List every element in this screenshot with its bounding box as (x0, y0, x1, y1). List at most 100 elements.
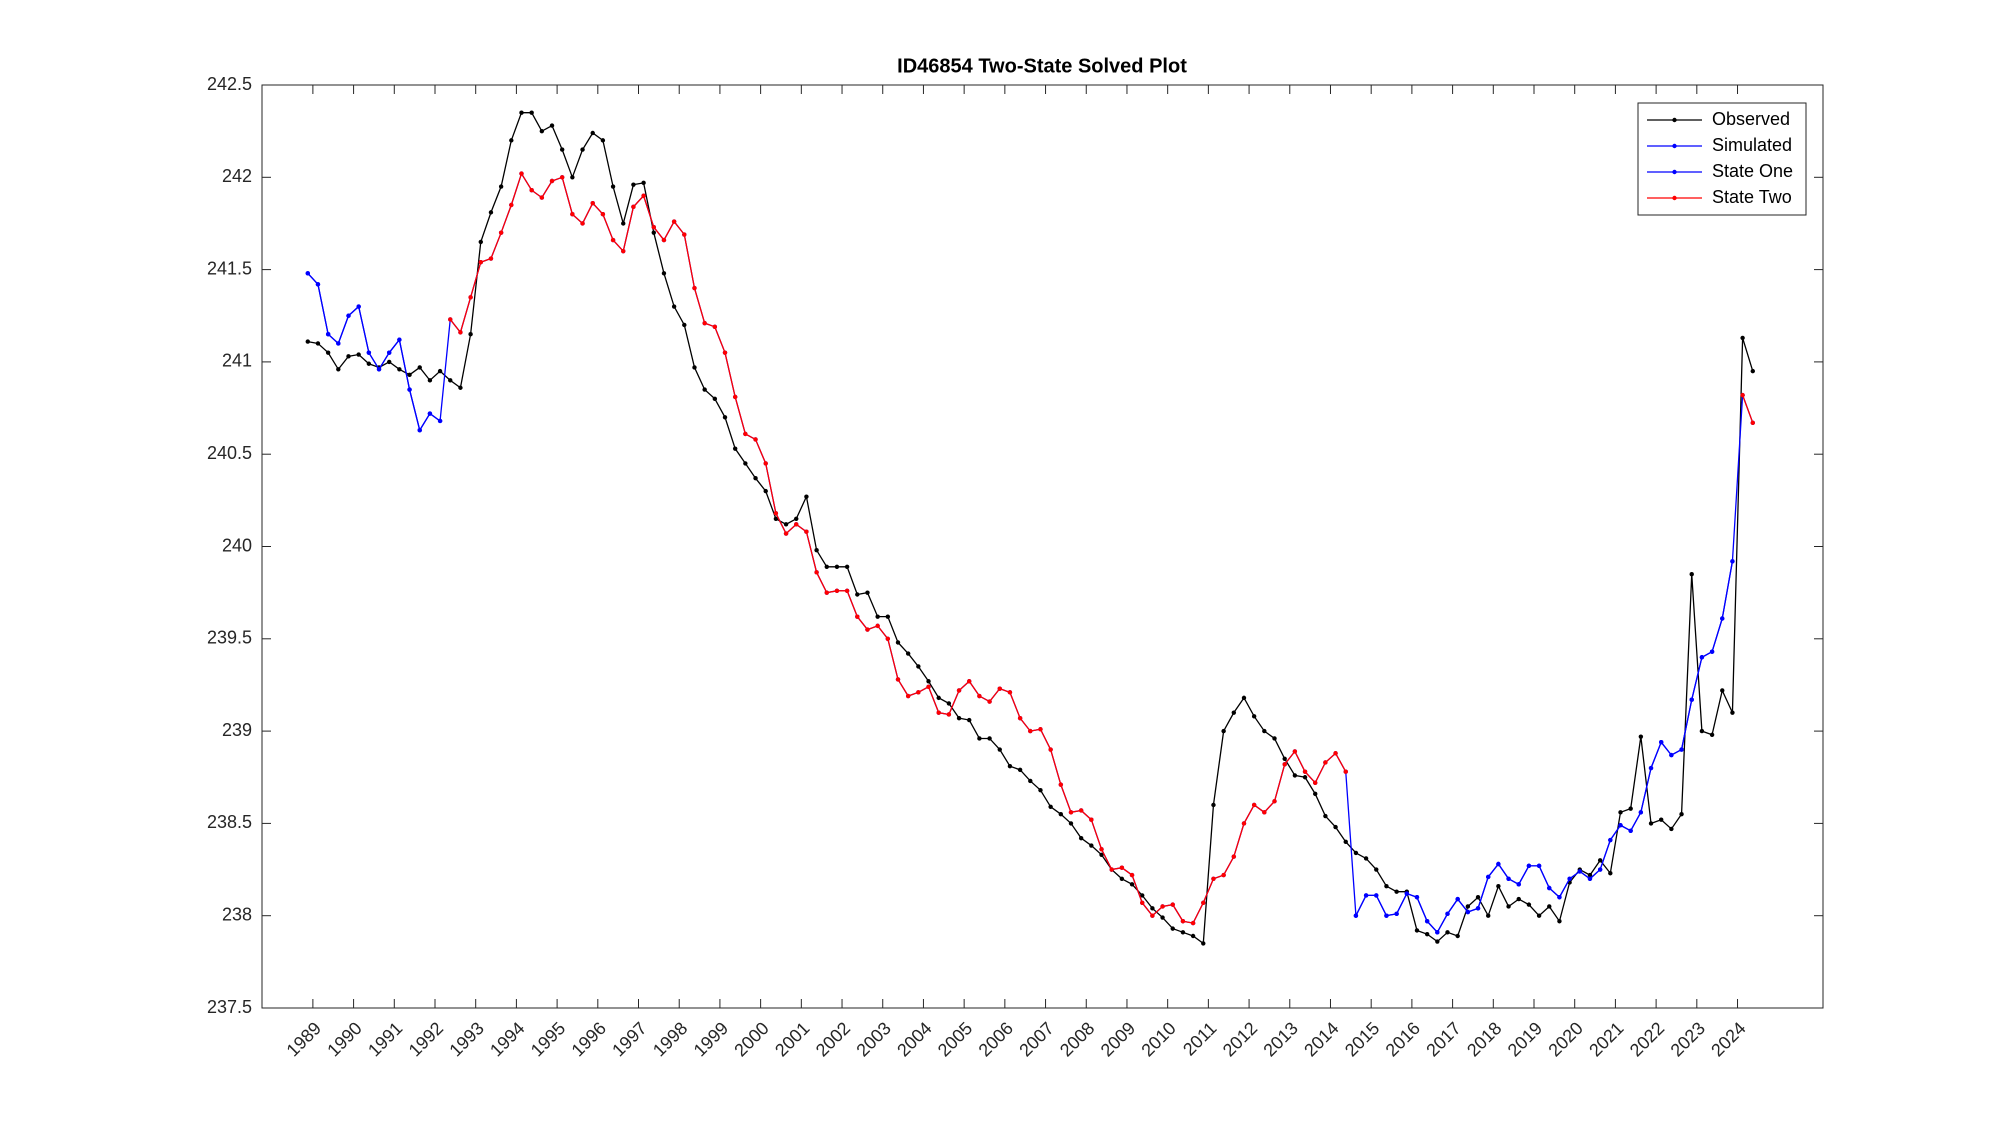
data-point (1424, 919, 1430, 924)
data-point (559, 175, 565, 180)
data-point (346, 354, 351, 359)
data-point (844, 564, 850, 570)
data-point (1190, 933, 1196, 939)
data-point (610, 237, 616, 243)
data-point (1750, 420, 1755, 426)
data-point (885, 636, 891, 641)
data-point (1648, 821, 1654, 826)
data-point (1353, 913, 1359, 918)
data-point (1333, 751, 1338, 756)
data-point (1506, 904, 1511, 909)
data-point (956, 688, 962, 693)
data-point (1211, 876, 1216, 881)
data-point (417, 428, 422, 433)
data-point (1740, 392, 1745, 398)
data-point (1262, 810, 1267, 815)
data-point (977, 736, 982, 741)
data-point (1343, 839, 1348, 845)
data-point (549, 178, 555, 184)
data-point (895, 677, 901, 682)
data-point (1577, 869, 1582, 874)
data-point (671, 304, 677, 309)
data-point (1628, 806, 1633, 811)
data-point (855, 592, 860, 597)
y-tick-label: 238.5 (207, 812, 252, 832)
data-point (682, 232, 687, 237)
data-point (346, 313, 351, 318)
data-point (1353, 850, 1359, 856)
data-point (1211, 802, 1216, 808)
data-point (1587, 876, 1593, 881)
data-point (1272, 799, 1277, 804)
data-point (916, 664, 921, 669)
data-point (773, 511, 779, 516)
data-point (631, 182, 636, 187)
data-point (509, 138, 514, 143)
data-point (539, 195, 545, 200)
data-point (1251, 802, 1257, 808)
data-point (1516, 882, 1521, 887)
data-point (366, 350, 372, 355)
legend-marker (1672, 117, 1677, 123)
data-point (1201, 941, 1206, 946)
data-point (427, 378, 433, 383)
data-point (1699, 728, 1705, 734)
y-tick-label: 240 (222, 535, 252, 555)
data-point (967, 679, 972, 684)
data-point (946, 712, 952, 717)
data-point (1659, 739, 1664, 745)
series-line (1355, 561, 1734, 934)
data-point (621, 221, 626, 226)
data-point (580, 221, 585, 226)
data-point (1038, 787, 1043, 793)
data-point (437, 418, 443, 424)
data-point (875, 623, 880, 629)
data-point (631, 204, 636, 210)
data-point (1282, 762, 1287, 767)
data-point (1750, 368, 1755, 374)
data-point (712, 396, 718, 402)
data-point (458, 330, 463, 335)
data-point (570, 175, 575, 180)
data-point (468, 295, 473, 300)
data-point (661, 237, 667, 243)
data-point (590, 130, 595, 136)
data-point (1251, 714, 1257, 719)
data-point (916, 690, 921, 695)
data-point (458, 385, 463, 390)
data-point (1608, 837, 1613, 843)
data-point (1669, 752, 1674, 758)
data-point (1180, 919, 1186, 924)
data-point (1262, 728, 1267, 734)
data-point (1526, 902, 1532, 907)
data-point (1068, 810, 1074, 815)
data-point (1455, 896, 1460, 902)
data-point (1150, 913, 1155, 918)
data-point (488, 256, 494, 261)
data-point (956, 715, 962, 721)
data-point (946, 701, 952, 706)
data-point (875, 614, 880, 619)
data-point (926, 679, 931, 684)
data-point (478, 239, 483, 245)
data-point (783, 531, 789, 536)
data-point (1740, 335, 1745, 341)
data-point (1241, 821, 1247, 826)
data-point (753, 437, 758, 442)
data-point (1547, 904, 1552, 909)
y-tick-label: 241.5 (207, 258, 252, 278)
y-tick-label: 242.5 (207, 74, 252, 94)
data-point (1435, 930, 1440, 935)
data-point (651, 230, 656, 235)
data-point (407, 372, 412, 378)
data-point (1394, 911, 1399, 917)
data-point (1679, 747, 1684, 752)
data-point (702, 320, 707, 326)
data-point (1221, 872, 1226, 878)
data-point (336, 367, 341, 372)
data-point (1017, 767, 1023, 773)
data-point (1231, 710, 1237, 715)
data-point (1445, 930, 1450, 935)
data-point (1078, 835, 1084, 841)
data-point (1017, 715, 1023, 721)
